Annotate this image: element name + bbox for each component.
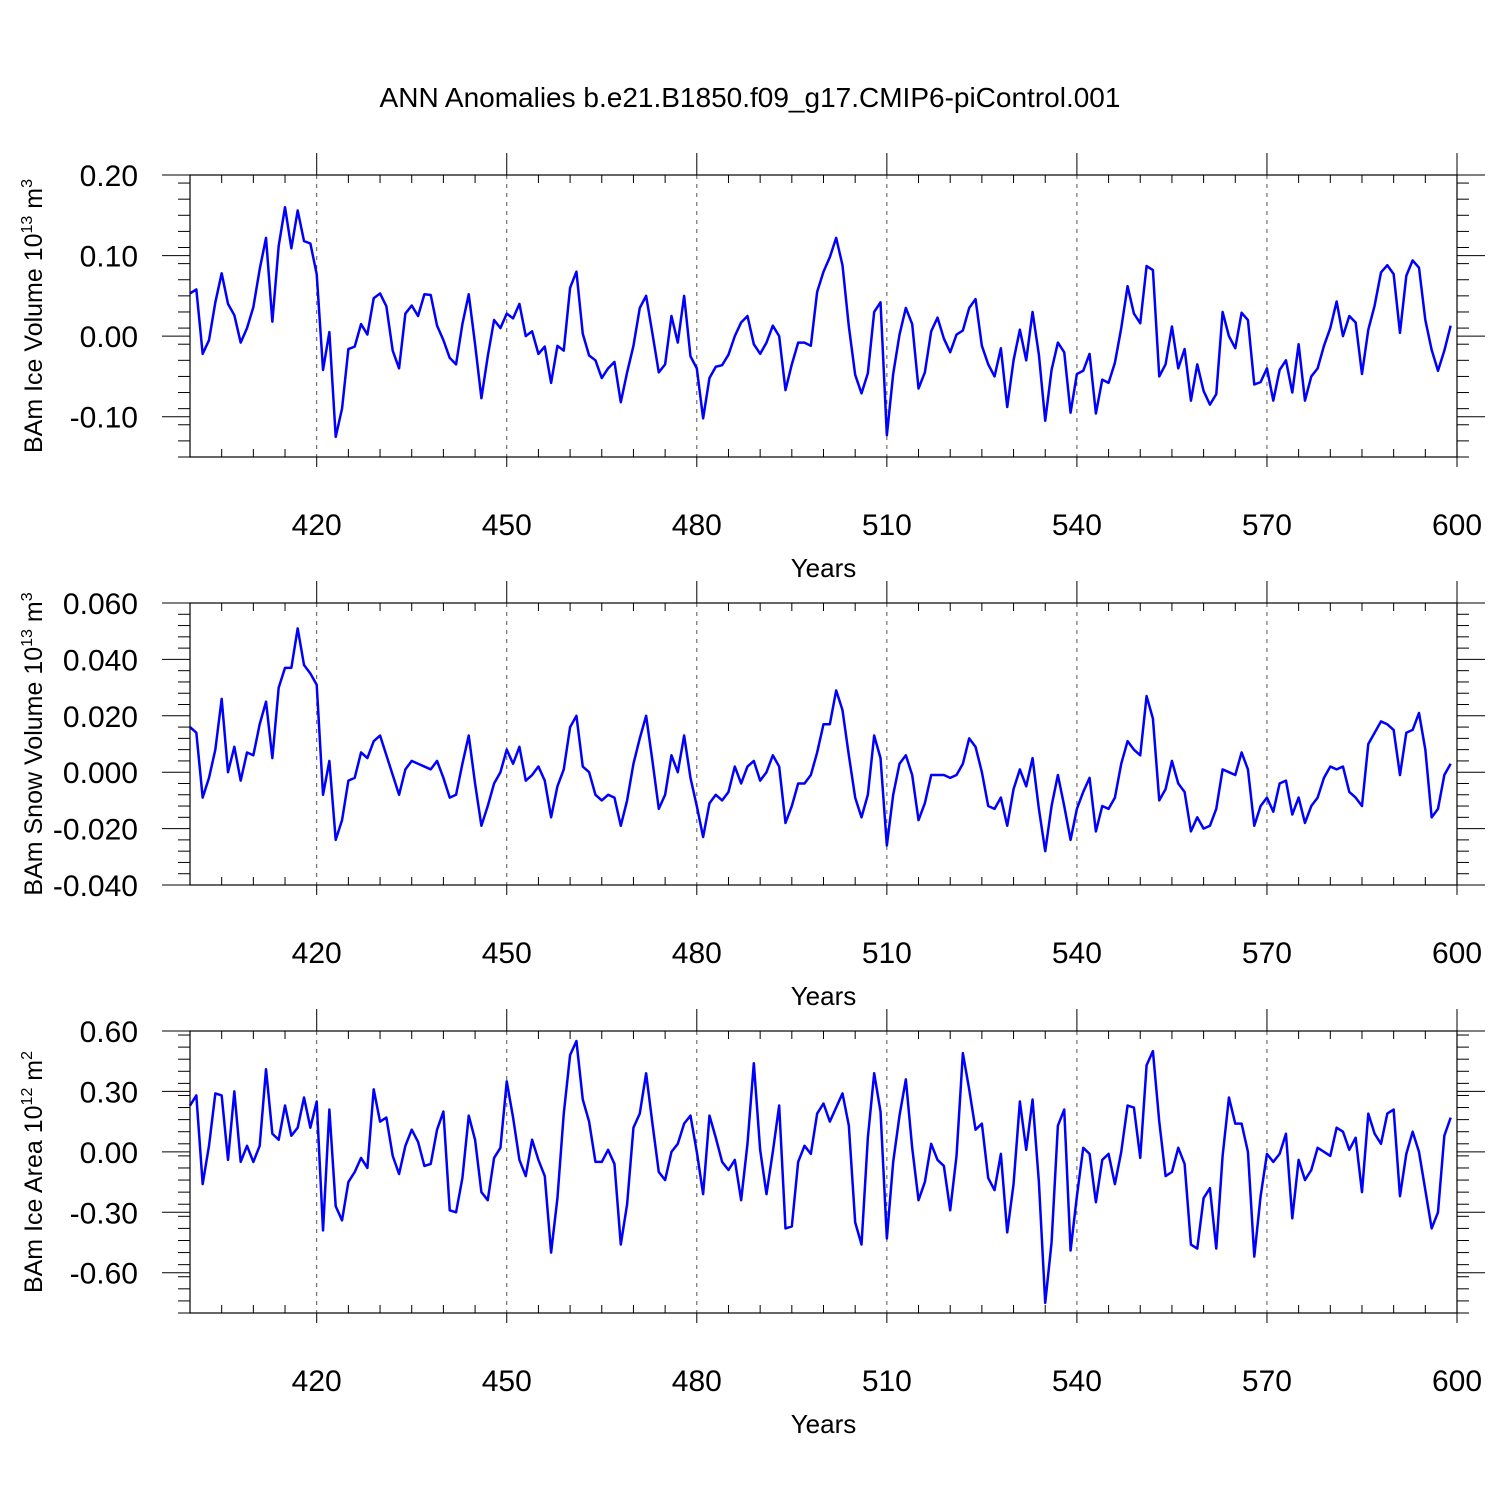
- chart-panel-1: -0.10 0.00 0.10 0.20 420 450 480 510 540 570 600 Ye…: [19, 153, 1485, 583]
- y-axis-label-exponent: 13: [19, 216, 36, 234]
- x-tick-label: 480: [672, 509, 722, 542]
- x-tick-label: 570: [1242, 1365, 1292, 1398]
- figure-title: ANN Anomalies b.e21.B1850.f09_g17.CMIP6-…: [379, 82, 1121, 113]
- x-axis-label: Years: [791, 553, 857, 583]
- y-axis-label-text: BAm Snow Volume 10: [20, 647, 48, 896]
- x-tick-label: 420: [292, 509, 342, 542]
- y-tick-label: 0.020: [63, 701, 138, 734]
- x-tick-label: 480: [672, 1365, 722, 1398]
- x-tick-label: 510: [862, 937, 912, 970]
- plot-frame: [189, 602, 1458, 886]
- y-tick-label: -0.60: [70, 1258, 138, 1291]
- y-axis-label-unit: m: [20, 1060, 48, 1088]
- y-tick-label: -0.020: [53, 814, 138, 847]
- x-tick-label: 600: [1432, 937, 1482, 970]
- x-tick-label: 450: [482, 1365, 532, 1398]
- data-series-line: [188, 1039, 1452, 1305]
- y-axis-label-unit: m: [20, 188, 48, 216]
- x-axis-label: Years: [791, 1409, 857, 1439]
- y-tick-label: 0.60: [80, 1016, 138, 1049]
- data-series-line: [189, 205, 1452, 439]
- chart-panel-3: -0.60 -0.30 0.00 0.30 0.60 420 450 480 510 540 570…: [19, 1009, 1485, 1439]
- plot-frame: [189, 174, 1458, 458]
- y-tick-label: -0.040: [53, 870, 138, 903]
- y-tick-label: 0.00: [80, 321, 138, 354]
- y-tick-label: 0.20: [80, 160, 138, 193]
- x-tick-label: 450: [482, 937, 532, 970]
- x-tick-label: 540: [1052, 937, 1102, 970]
- y-axis-label-unit-exponent: 3: [19, 592, 36, 601]
- x-tick-label: 420: [292, 1365, 342, 1398]
- plot-frame: [189, 1030, 1458, 1314]
- y-axis-label: BAm Ice Area 1012 m2: [19, 1051, 48, 1293]
- x-tick-label: 480: [672, 937, 722, 970]
- x-tick-label: 510: [862, 509, 912, 542]
- y-axis-label-unit-exponent: 3: [19, 179, 36, 188]
- x-tick-label: 570: [1242, 937, 1292, 970]
- x-tick-label: 600: [1432, 1365, 1482, 1398]
- x-tick-label: 570: [1242, 509, 1292, 542]
- y-axis-label-text: BAm Ice Area 10: [20, 1105, 48, 1293]
- y-axis-label-unit: m: [20, 601, 48, 629]
- x-tick-label: 600: [1432, 509, 1482, 542]
- x-axis-label: Years: [791, 981, 857, 1011]
- y-tick-label: -0.10: [70, 402, 138, 435]
- y-axis-label-exponent: 12: [19, 1088, 36, 1106]
- y-tick-label: 0.30: [80, 1076, 138, 1109]
- chart-panel-2: -0.040 -0.020 0.000 0.020 0.040 0.060 420 450 48…: [19, 581, 1485, 1011]
- x-tick-label: 540: [1052, 509, 1102, 542]
- x-tick-label: 540: [1052, 1365, 1102, 1398]
- x-tick-label: 510: [862, 1365, 912, 1398]
- y-tick-label: 0.040: [63, 644, 138, 677]
- y-tick-label: 0.060: [63, 588, 138, 621]
- y-axis-label-exponent: 13: [19, 629, 36, 647]
- y-tick-label: 0.00: [80, 1137, 138, 1170]
- y-tick-label: 0.10: [80, 241, 138, 274]
- y-axis-label: BAm Ice Volume 1013 m3: [19, 179, 48, 453]
- data-series-line: [189, 627, 1452, 853]
- y-tick-label: -0.30: [70, 1197, 138, 1230]
- y-axis-label-text: BAm Ice Volume 10: [20, 233, 48, 453]
- y-tick-label: 0.000: [63, 757, 138, 790]
- x-tick-label: 420: [292, 937, 342, 970]
- x-tick-label: 450: [482, 509, 532, 542]
- y-axis-label-unit-exponent: 2: [19, 1051, 36, 1060]
- y-axis-label: BAm Snow Volume 1013 m3: [19, 592, 48, 895]
